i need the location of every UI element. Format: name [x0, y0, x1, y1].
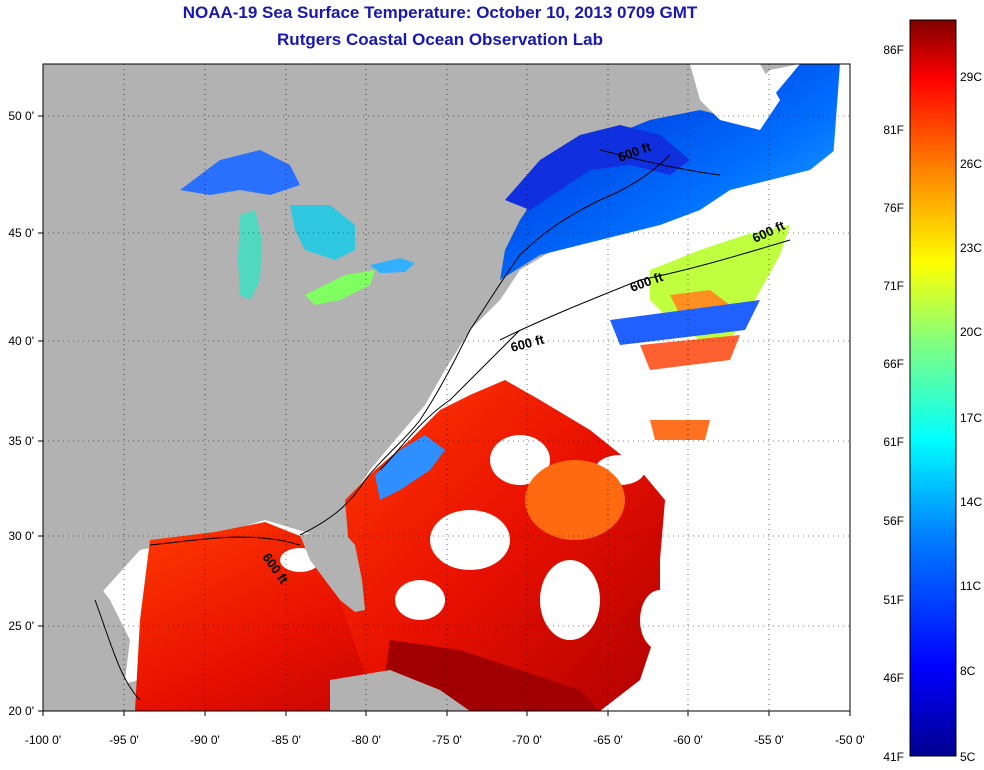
swath-edge-blank	[660, 64, 850, 711]
lon-tick-label: -100 0'	[25, 733, 61, 747]
cloud-patches	[280, 435, 680, 650]
lon-tick-label: -75 0'	[432, 733, 462, 747]
colorbar-c-label: 26C	[960, 157, 982, 171]
colorbar-f-label: 81F	[883, 123, 904, 137]
colorbar-c-label: 20C	[960, 325, 982, 339]
southeast-shelf-sst	[375, 435, 445, 500]
yucatan-land	[43, 560, 135, 711]
florida-land	[300, 528, 365, 612]
colorbar: 86F 81F 76F 71F 66F 61F 56F 51F 46F 41F 29C 26C 23C…	[883, 19, 982, 764]
colorbar-c-label: 11C	[960, 579, 981, 593]
colorbar-c-label: 5C	[960, 750, 976, 764]
lat-tick-label: 45 0'	[8, 226, 34, 240]
lon-tick-label: -60 0'	[673, 733, 703, 747]
labrador-cloud-area	[690, 64, 780, 130]
lat-tick-label: 25 0'	[8, 619, 34, 633]
lake-michigan	[238, 210, 262, 300]
colorbar-f-label: 51F	[883, 593, 904, 607]
coastline	[299, 154, 671, 536]
lat-tick-label: 50 0'	[8, 109, 34, 123]
colorbar-f-label: 71F	[883, 279, 904, 293]
lat-tick-label: 30 0'	[8, 529, 34, 543]
lake-erie	[305, 270, 375, 305]
colorbar-c-label: 8C	[960, 664, 976, 678]
lon-tick-label: -85 0'	[271, 733, 301, 747]
colorbar-f-label: 66F	[883, 357, 904, 371]
lake-superior	[180, 150, 300, 195]
colorbar-f-label: 61F	[883, 435, 904, 449]
colorbar-f-label: 76F	[883, 201, 904, 215]
lat-tick-label: 35 0'	[8, 434, 34, 448]
lon-tick-label: -70 0'	[512, 733, 542, 747]
colorbar-celsius-labels: 29C 26C 23C 20C 17C 14C 11C 8C 5C	[960, 70, 982, 764]
eddy-sst	[525, 460, 625, 540]
colorbar-f-label: 86F	[883, 43, 904, 57]
map-title: NOAA-19 Sea Surface Temperature: October…	[182, 3, 698, 22]
lon-tick-label: -65 0'	[593, 733, 623, 747]
latitude-axis: 50 0' 45 0' 40 0' 35 0' 30 0' 25 0' 20 0'	[8, 109, 43, 718]
colorbar-f-label: 46F	[883, 671, 904, 685]
great-lakes	[180, 150, 415, 305]
colorbar-f-label: 56F	[883, 514, 904, 528]
colorbar-gradient	[909, 19, 957, 757]
lat-tick-label: 40 0'	[8, 334, 34, 348]
cuba-land	[330, 670, 470, 711]
colorbar-c-label: 23C	[960, 241, 982, 255]
lake-ontario	[370, 258, 415, 273]
colorbar-c-label: 14C	[960, 495, 982, 509]
lon-tick-label: -80 0'	[351, 733, 381, 747]
lat-tick-label: 20 0'	[8, 704, 34, 718]
lake-huron	[290, 205, 355, 260]
lon-tick-label: -90 0'	[190, 733, 220, 747]
frontal-bands	[610, 300, 760, 440]
colorbar-fahrenheit-labels: 86F 81F 76F 71F 66F 61F 56F 51F 46F 41F	[883, 43, 904, 764]
gulf-sst	[135, 522, 520, 711]
map-subtitle: Rutgers Coastal Ocean Observation Lab	[277, 30, 603, 49]
lon-tick-label: -55 0'	[754, 733, 784, 747]
lon-tick-label: -50 0'	[835, 733, 865, 747]
lon-tick-label: -95 0'	[109, 733, 139, 747]
longitude-axis: -100 0' -95 0' -90 0' -85 0' -80 0' -75 0' -70…	[25, 711, 865, 747]
colorbar-f-label: 41F	[883, 750, 904, 764]
gulf-of-st-lawrence-sst	[505, 125, 690, 210]
isobath-600ft	[94, 149, 791, 701]
colorbar-c-label: 29C	[960, 70, 982, 84]
colorbar-c-label: 17C	[960, 411, 982, 425]
